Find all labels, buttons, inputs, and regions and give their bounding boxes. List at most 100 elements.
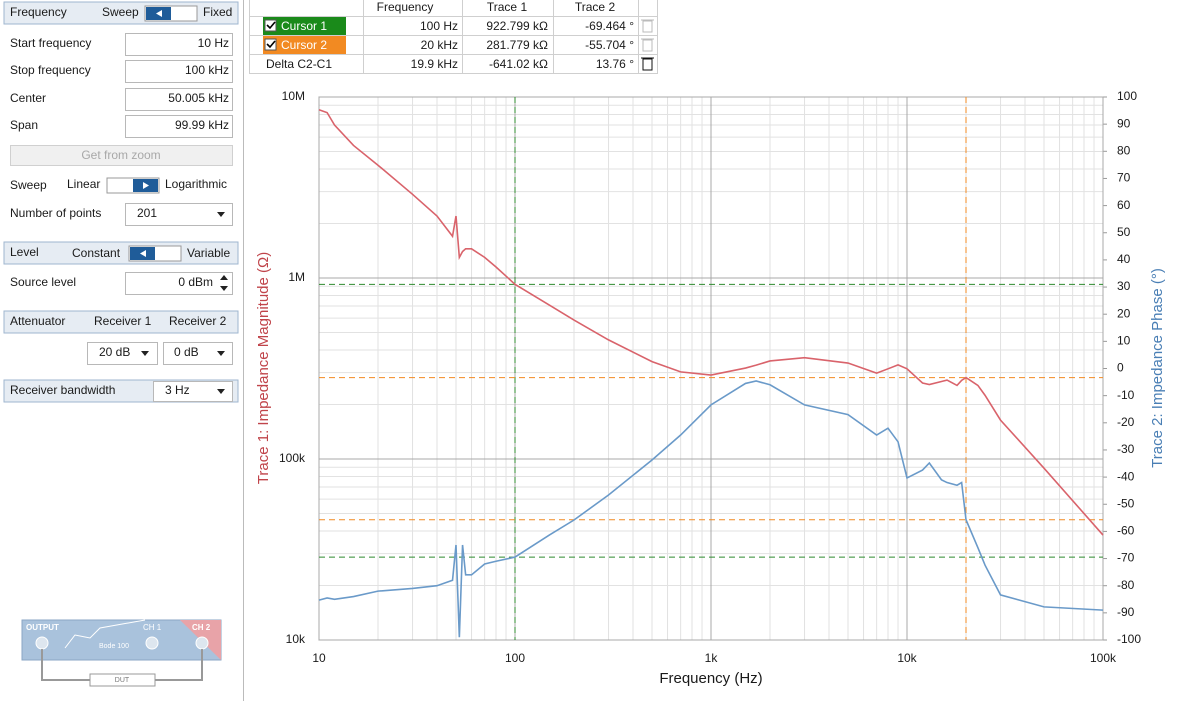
cell: -69.464 °	[585, 19, 634, 33]
port-label: OUTPUT	[26, 623, 59, 632]
field-label: Center	[10, 91, 46, 105]
port-label: CH 2	[192, 623, 211, 632]
y2-tick-label: 20	[1117, 306, 1131, 320]
x-tick-label: 1k	[705, 651, 719, 665]
y2-tick-label: -100	[1117, 632, 1141, 646]
dropdown-value: 3 Hz	[165, 383, 190, 397]
field-label: Source level	[10, 275, 76, 289]
checkbox[interactable]	[264, 38, 277, 51]
field-label: Stop frequency	[10, 63, 91, 77]
column-header: Trace 2	[575, 0, 616, 14]
column-header: Frequency	[377, 0, 434, 14]
toggle-label: Logarithmic	[165, 177, 227, 191]
delete-icon[interactable]	[641, 57, 654, 71]
y2-tick-label: -70	[1117, 551, 1135, 565]
toggle-label: Sweep	[102, 5, 139, 19]
x-tick-label: 10k	[897, 651, 917, 665]
cell: 922.799 kΩ	[486, 19, 548, 33]
input-box[interactable]	[125, 33, 233, 56]
delete-icon[interactable]	[641, 19, 654, 33]
y2-tick-label: -10	[1117, 388, 1135, 402]
input-box[interactable]	[125, 115, 233, 138]
column-header: Trace 1	[487, 0, 528, 14]
input-box[interactable]	[125, 88, 233, 111]
settings-panel: Frequency Sweep Fixed Start frequency 10…	[0, 0, 244, 701]
y2-tick-label: -80	[1117, 578, 1135, 592]
y2-tick-label: -20	[1117, 415, 1135, 429]
y-tick-label: 10M	[282, 89, 305, 103]
button[interactable]	[10, 145, 233, 166]
trace-line	[318, 380, 1104, 638]
column-label: Receiver 1	[94, 314, 152, 328]
row-label: Cursor 2	[281, 38, 327, 52]
toggle-label: Constant	[72, 246, 121, 260]
checkbox[interactable]	[264, 19, 277, 32]
y2-tick-label: 90	[1117, 116, 1131, 130]
delete-icon[interactable]	[641, 38, 654, 52]
y2-tick-label: 70	[1117, 171, 1131, 185]
spin-box[interactable]	[125, 272, 233, 295]
y2-tick-label: 40	[1117, 252, 1131, 266]
dropdown-value: 20 dB	[99, 345, 130, 359]
field-value: 0 dBm	[178, 275, 213, 289]
cell: 281.779 kΩ	[486, 38, 548, 52]
field-value: 100 kHz	[185, 63, 229, 77]
y-tick-label: 1M	[288, 270, 305, 284]
input-box[interactable]	[125, 60, 233, 83]
section-title: Receiver bandwidth	[10, 383, 115, 397]
dropdown[interactable]	[153, 381, 233, 402]
toggle-label: Variable	[187, 246, 230, 260]
y2-tick-label: -50	[1117, 496, 1135, 510]
x-tick-label: 100k	[1090, 651, 1117, 665]
cell: 100 Hz	[420, 19, 458, 33]
x-tick-label: 10	[312, 651, 326, 665]
cell: -55.704 °	[585, 38, 634, 52]
cell: 20 kHz	[421, 38, 458, 52]
field-value: 10 Hz	[198, 36, 229, 50]
y-tick-label: 100k	[279, 451, 306, 465]
section-title: Level	[10, 245, 39, 259]
toggle[interactable]	[144, 5, 198, 22]
row-label: Cursor 1	[281, 19, 327, 33]
y2-tick-label: 50	[1117, 225, 1131, 239]
section-title: Attenuator	[10, 314, 65, 328]
model-label: Bode 100	[99, 643, 129, 650]
cell: -641.02 kΩ	[489, 57, 548, 71]
y2-tick-label: -30	[1117, 442, 1135, 456]
y2-tick-label: 30	[1117, 279, 1131, 293]
dropdown-value: 201	[137, 206, 157, 220]
field-value: 50.005 kHz	[168, 91, 229, 105]
x-tick-label: 100	[505, 651, 525, 665]
field-label: Span	[10, 118, 38, 132]
y2-tick-label: 10	[1117, 334, 1131, 348]
button-label: Get from zoom	[81, 148, 160, 162]
y2-tick-label: 80	[1117, 143, 1131, 157]
column-label: Receiver 2	[169, 314, 227, 328]
y-tick-label: 10k	[286, 632, 306, 646]
port-label: CH 1	[143, 623, 162, 632]
row-label: Delta C2-C1	[266, 57, 332, 71]
y2-tick-label: -40	[1117, 469, 1135, 483]
dropdown[interactable]	[163, 342, 233, 365]
y2-axis-title: Trace 2: Impedance Phase (°)	[1149, 268, 1166, 468]
field-value: 99.99 kHz	[175, 118, 229, 132]
field-label: Start frequency	[10, 36, 91, 50]
toggle-label: Fixed	[203, 5, 232, 19]
dropdown[interactable]	[125, 203, 233, 226]
x-axis-title: Frequency (Hz)	[659, 670, 762, 687]
y2-tick-label: -90	[1117, 605, 1135, 619]
cell: 13.76 °	[596, 57, 634, 71]
y2-tick-label: 100	[1117, 89, 1137, 103]
device-diagram: OUTPUT CH 1 CH 2 Bode 100 DUT	[21, 619, 222, 687]
cell: 19.9 kHz	[411, 57, 458, 71]
section-header	[3, 310, 239, 334]
trace-line	[318, 109, 1104, 536]
toggle[interactable]	[128, 245, 182, 262]
dropdown[interactable]	[87, 342, 158, 365]
toggle[interactable]	[106, 177, 160, 194]
field-label: Number of points	[10, 206, 101, 220]
cursor-table: Frequency Trace 1 Trace 2 Cursor 1 Curso…	[249, 0, 658, 74]
y2-tick-label: 60	[1117, 198, 1131, 212]
y-axis-title: Trace 1: Impedance Magnitude (Ω)	[255, 252, 272, 484]
